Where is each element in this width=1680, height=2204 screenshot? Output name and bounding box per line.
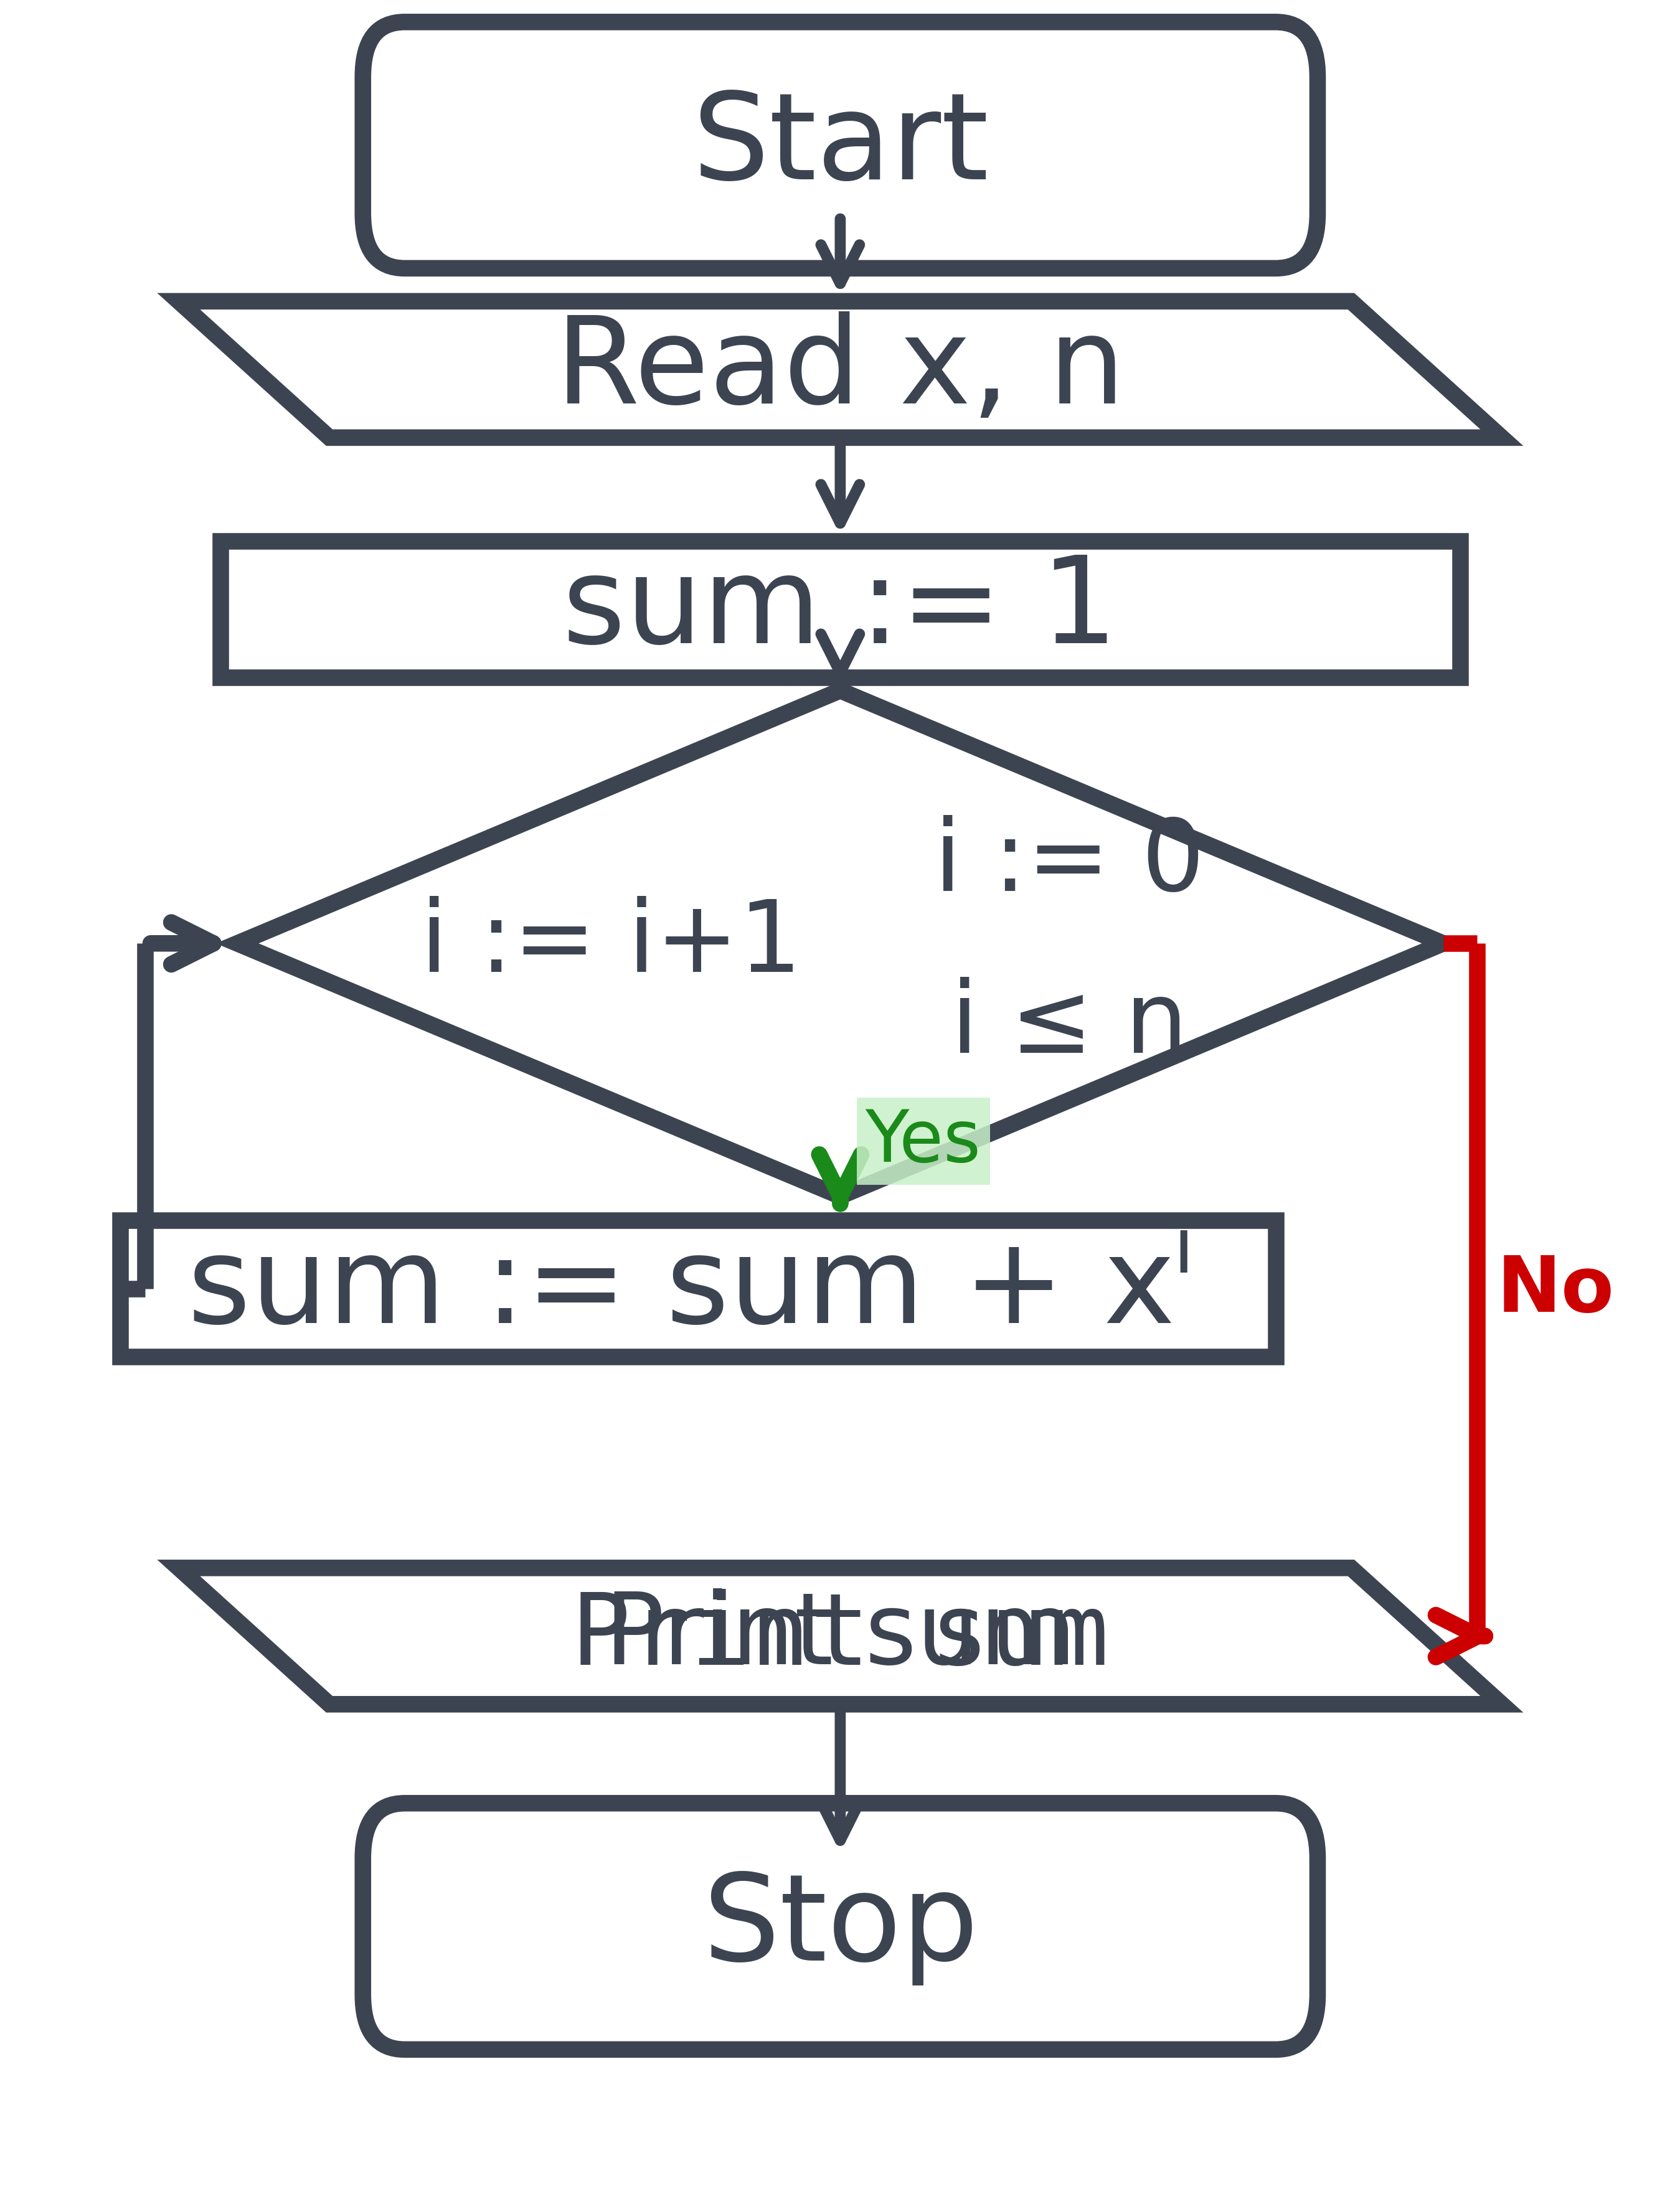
Text: i: i: [1173, 1212, 1194, 1289]
Text: i ≤ n: i ≤ n: [951, 976, 1188, 1073]
FancyBboxPatch shape: [363, 1803, 1317, 2050]
Polygon shape: [237, 690, 1443, 1197]
Polygon shape: [178, 302, 1502, 439]
Text: Print sum: Print sum: [571, 1587, 1109, 1684]
Text: i := 0: i := 0: [934, 815, 1205, 910]
Text: No: No: [1497, 1252, 1614, 1327]
Text: Print sum: Print sum: [605, 1589, 1075, 1684]
Text: sum := sum + x: sum := sum + x: [186, 1230, 1174, 1347]
Text: Read x, n: Read x, n: [554, 311, 1126, 428]
FancyBboxPatch shape: [363, 22, 1317, 269]
Text: sum := 1: sum := 1: [563, 551, 1117, 668]
Text: i := i+1: i := i+1: [420, 895, 801, 992]
Text: Yes: Yes: [865, 1106, 981, 1177]
Text: Start: Start: [692, 88, 988, 205]
Bar: [119, 1221, 1275, 1358]
Polygon shape: [178, 1567, 1502, 1704]
Bar: [220, 542, 1460, 677]
Text: Stop: Stop: [702, 1869, 978, 1986]
